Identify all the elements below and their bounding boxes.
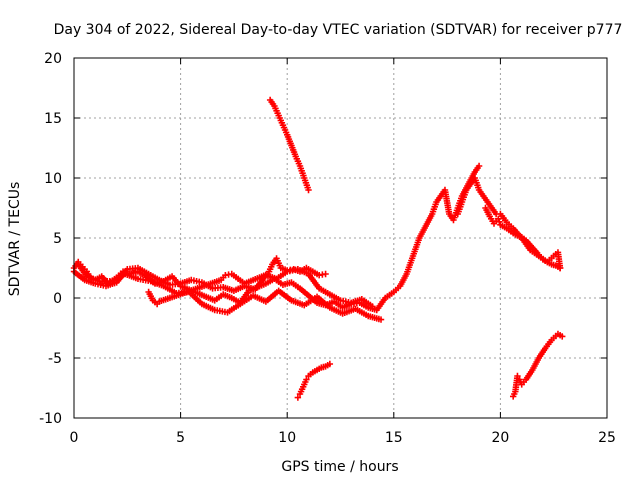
data-point [377, 316, 385, 323]
y-tick-label: 10 [44, 171, 62, 187]
x-tick-label: 10 [278, 430, 296, 446]
x-tick-label: 20 [491, 430, 509, 446]
y-tick-label: 0 [53, 291, 62, 307]
data-point [294, 394, 302, 401]
data-point [556, 264, 564, 272]
series-arc-1 [70, 162, 483, 314]
series-arc-4 [145, 255, 329, 308]
data-point [322, 270, 329, 278]
y-axis-label: SDTVAR / TECUs [7, 182, 23, 297]
y-tick-label: -5 [48, 351, 62, 367]
y-tick-label: 20 [44, 51, 62, 67]
series-arc-8 [482, 204, 564, 272]
data-point [495, 215, 502, 222]
x-tick-label: 25 [598, 430, 616, 446]
x-tick-label: 0 [70, 430, 79, 446]
data-point [559, 333, 566, 340]
y-tick-label: 5 [53, 231, 62, 247]
series-arc-5 [266, 96, 312, 194]
data-markers [70, 96, 566, 401]
x-axis-label: GPS time / hours [281, 459, 398, 475]
series-arc-3 [75, 261, 385, 323]
y-tick-label: -10 [39, 411, 62, 427]
y-tick-label: 15 [44, 111, 62, 127]
data-point [475, 162, 483, 170]
data-point [496, 218, 503, 225]
series-arc-6 [294, 360, 334, 401]
axis-ticks: 0 5 10 15 20 25 -10 -5 0 5 10 15 20 [39, 51, 616, 446]
data-point [303, 376, 310, 383]
data-point [514, 372, 521, 380]
series-arc-9 [509, 330, 566, 400]
x-tick-label: 5 [176, 430, 185, 446]
data-point [369, 303, 376, 310]
data-point [305, 186, 312, 194]
chart-title: Day 304 of 2022, Sidereal Day-to-day VTE… [54, 22, 623, 38]
x-tick-label: 15 [385, 430, 403, 446]
data-point [326, 360, 334, 368]
